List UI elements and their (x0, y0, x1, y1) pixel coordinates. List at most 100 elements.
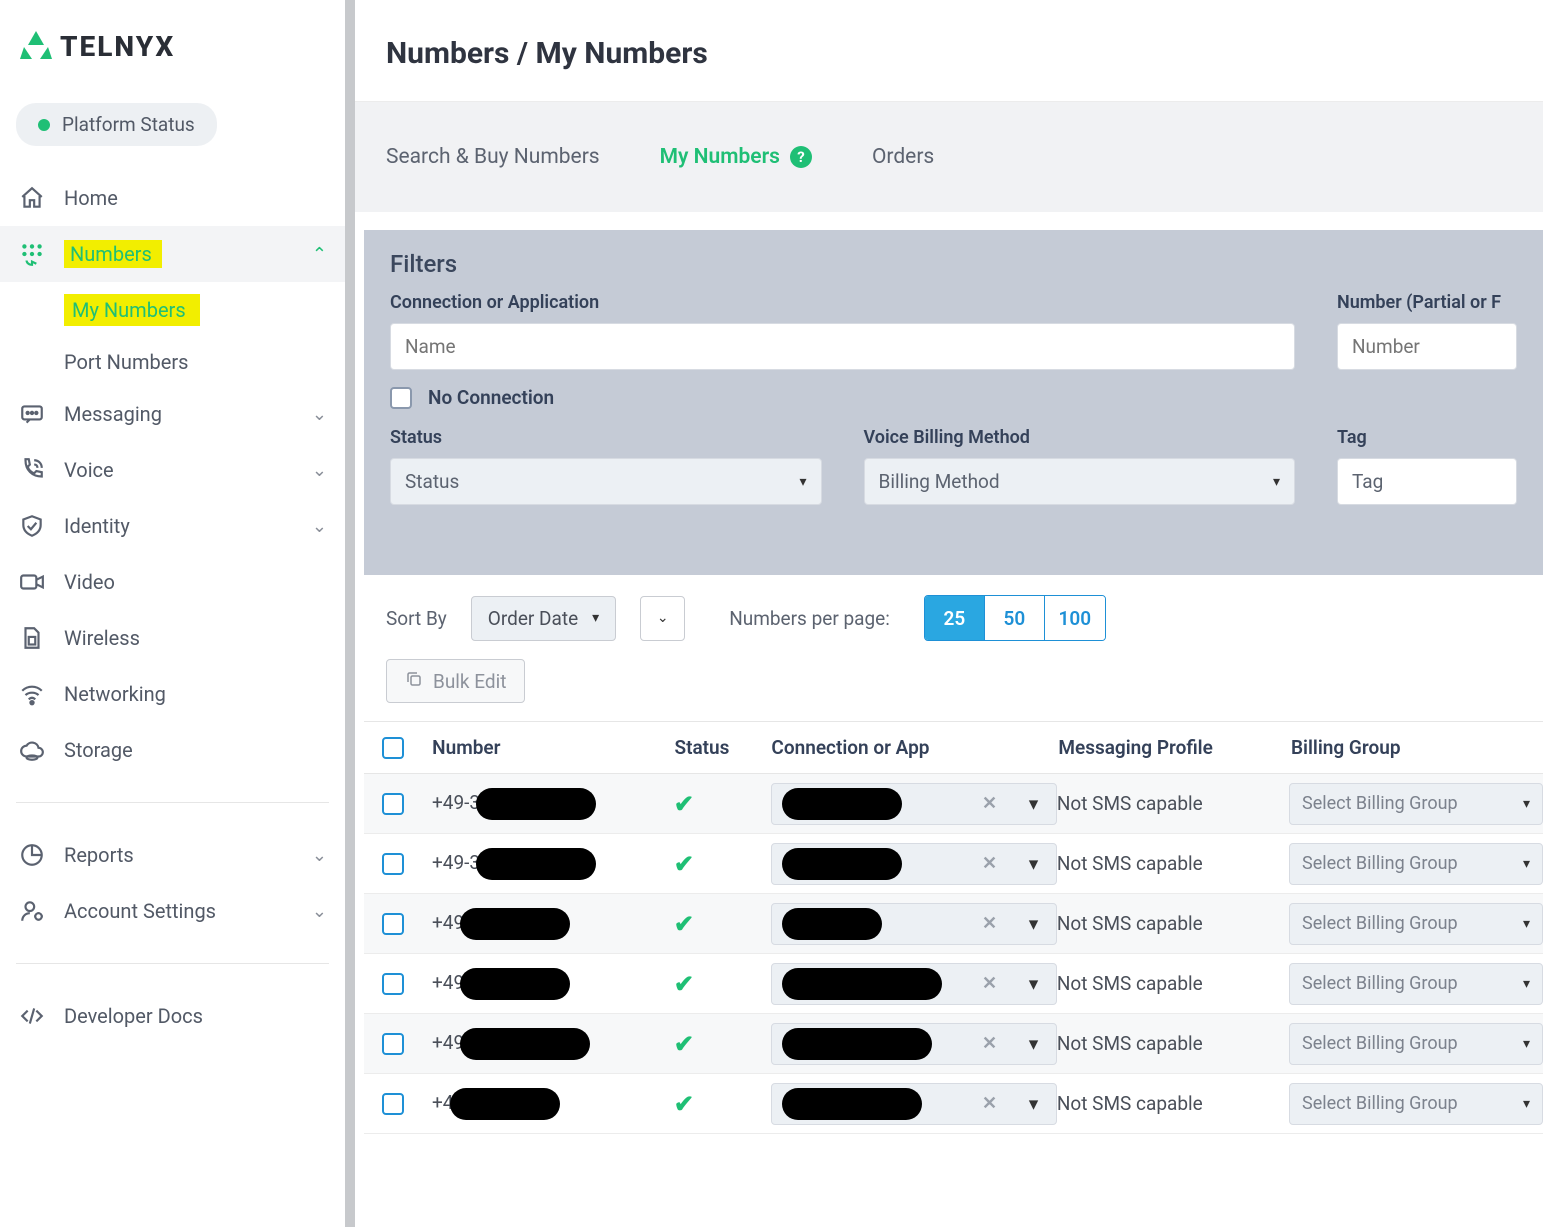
cell-status: ✔ (674, 970, 771, 998)
tag-label: Tag (1337, 427, 1517, 448)
chevron-up-icon: ⌃ (312, 244, 327, 265)
per-page-100[interactable]: 100 (1045, 596, 1105, 640)
connection-select[interactable]: ✕▾ (771, 1023, 1057, 1065)
nav-developer-docs[interactable]: Developer Docs (0, 988, 345, 1044)
logo-text: TELNYX (60, 30, 175, 63)
connection-select[interactable]: ✕▾ (771, 843, 1057, 885)
nav-account-settings[interactable]: Account Settings ⌄ (0, 883, 345, 939)
connection-select[interactable]: ✕▾ (771, 783, 1057, 825)
billing-group-select[interactable]: Select Billing Group▾ (1289, 1083, 1543, 1125)
row-checkbox[interactable] (382, 913, 404, 935)
caret-down-icon[interactable]: ▾ (1012, 792, 1056, 815)
billing-group-select[interactable]: Select Billing Group▾ (1289, 903, 1543, 945)
bulk-edit-button[interactable]: Bulk Edit (386, 659, 525, 703)
billing-group-select[interactable]: Select Billing Group▾ (1289, 963, 1543, 1005)
billing-group-select[interactable]: Select Billing Group▾ (1289, 783, 1543, 825)
number-input[interactable] (1337, 323, 1517, 370)
per-page-25[interactable]: 25 (925, 596, 985, 640)
sim-icon (18, 624, 46, 652)
breadcrumb: Numbers / My Numbers (386, 36, 1503, 71)
voice-billing-select[interactable]: Billing Method▾ (864, 458, 1296, 505)
row-checkbox[interactable] (382, 853, 404, 875)
nav-wireless[interactable]: Wireless (0, 610, 345, 666)
nav-numbers[interactable]: Numbers ⌃ (0, 226, 345, 282)
table-row: +49✔✕▾Not SMS capableSelect Billing Grou… (364, 894, 1543, 954)
billing-group-select[interactable]: Select Billing Group▾ (1289, 843, 1543, 885)
cell-status: ✔ (674, 1090, 771, 1118)
nav-voice[interactable]: Voice ⌄ (0, 442, 345, 498)
per-page-50[interactable]: 50 (985, 596, 1045, 640)
nav-reports[interactable]: Reports ⌄ (0, 827, 345, 883)
caret-down-icon[interactable]: ▾ (1012, 972, 1056, 995)
row-checkbox[interactable] (382, 1033, 404, 1055)
check-icon: ✔ (674, 790, 694, 818)
platform-status-label: Platform Status (62, 113, 195, 136)
nav-home[interactable]: Home (0, 170, 345, 226)
no-connection-checkbox[interactable] (390, 387, 412, 409)
caret-down-icon[interactable]: ▾ (1012, 912, 1056, 935)
platform-status-pill[interactable]: Platform Status (16, 103, 217, 146)
subnav-port-numbers[interactable]: Port Numbers (64, 338, 345, 386)
help-icon[interactable]: ? (790, 146, 812, 168)
caret-down-icon[interactable]: ▾ (1012, 1032, 1056, 1055)
cell-status: ✔ (674, 850, 771, 878)
clear-icon[interactable]: ✕ (968, 1093, 1012, 1114)
connection-select[interactable]: ✕▾ (771, 903, 1057, 945)
pie-icon (18, 841, 46, 869)
check-icon: ✔ (674, 1090, 694, 1118)
home-icon (18, 184, 46, 212)
caret-down-icon: ▾ (1523, 856, 1530, 872)
col-number[interactable]: Number (422, 736, 674, 759)
tab-search-buy[interactable]: Search & Buy Numbers (386, 145, 600, 169)
connection-select[interactable]: ✕▾ (771, 1083, 1057, 1125)
check-icon: ✔ (674, 1030, 694, 1058)
col-status[interactable]: Status (674, 736, 771, 759)
clear-icon[interactable]: ✕ (968, 853, 1012, 874)
caret-down-icon: ▾ (799, 474, 806, 490)
clear-icon[interactable]: ✕ (968, 793, 1012, 814)
nav-messaging[interactable]: Messaging ⌄ (0, 386, 345, 442)
col-connection[interactable]: Connection or App (771, 736, 1058, 759)
tag-select[interactable]: Tag (1337, 458, 1517, 505)
subnav-my-numbers[interactable]: My Numbers (64, 282, 345, 338)
table-row: +4✔✕▾Not SMS capableSelect Billing Group… (364, 1074, 1543, 1134)
status-select[interactable]: Status▾ (390, 458, 822, 505)
caret-down-icon: ▾ (1523, 1036, 1530, 1052)
clear-icon[interactable]: ✕ (968, 913, 1012, 934)
caret-down-icon: ▾ (1523, 796, 1530, 812)
col-billing[interactable]: Billing Group (1291, 736, 1543, 759)
wifi-icon (18, 680, 46, 708)
row-checkbox[interactable] (382, 1093, 404, 1115)
caret-down-icon: ▾ (1523, 976, 1530, 992)
clear-icon[interactable]: ✕ (968, 973, 1012, 994)
caret-down-icon: ▾ (1273, 474, 1280, 490)
select-all-checkbox[interactable] (382, 737, 404, 759)
connection-select[interactable]: ✕▾ (771, 963, 1057, 1005)
table-row: +49-3✔✕▾Not SMS capableSelect Billing Gr… (364, 834, 1543, 894)
status-label: Status (390, 427, 822, 448)
billing-group-select[interactable]: Select Billing Group▾ (1289, 1023, 1543, 1065)
per-page-group: 25 50 100 (924, 595, 1106, 641)
caret-down-icon[interactable]: ▾ (1012, 852, 1056, 875)
clear-icon[interactable]: ✕ (968, 1033, 1012, 1054)
tab-my-numbers[interactable]: My Numbers ? (660, 145, 812, 169)
logo[interactable]: TELNYX (0, 0, 345, 103)
nav-video[interactable]: Video (0, 554, 345, 610)
tab-orders[interactable]: Orders (872, 145, 934, 169)
check-icon: ✔ (674, 910, 694, 938)
caret-down-icon[interactable]: ▾ (1012, 1092, 1056, 1115)
cell-status: ✔ (674, 790, 771, 818)
user-gear-icon (18, 897, 46, 925)
sort-direction-button[interactable]: ⌄ (640, 596, 685, 641)
resize-handle[interactable] (345, 0, 355, 1227)
row-checkbox[interactable] (382, 973, 404, 995)
nav-identity[interactable]: Identity ⌄ (0, 498, 345, 554)
phone-icon (18, 456, 46, 484)
nav-networking[interactable]: Networking (0, 666, 345, 722)
cell-number: +49 (422, 968, 674, 1000)
row-checkbox[interactable] (382, 793, 404, 815)
connection-input[interactable] (390, 323, 1295, 370)
sort-select[interactable]: Order Date▾ (471, 596, 616, 641)
col-messaging[interactable]: Messaging Profile (1058, 736, 1291, 759)
nav-storage[interactable]: Storage (0, 722, 345, 778)
